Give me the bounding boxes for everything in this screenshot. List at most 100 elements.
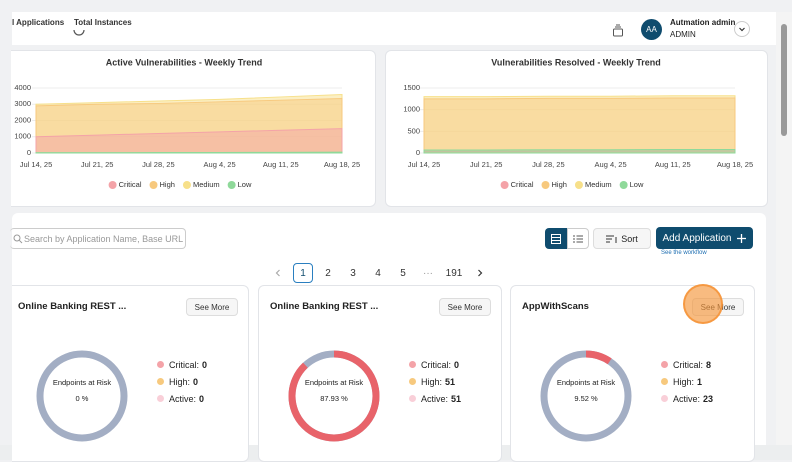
stat-value: 0 — [202, 360, 207, 370]
legend: Critical High Medium Low — [501, 180, 644, 189]
stat-label: Active: — [421, 394, 448, 404]
add-label: Add Application — [663, 233, 732, 244]
sort-label: Sort — [621, 234, 638, 244]
tray-icon[interactable] — [612, 24, 624, 38]
legend-label[interactable]: Critical — [511, 180, 534, 189]
chart-title: Active Vulnerabilities - Weekly Trend — [106, 57, 263, 67]
workflow-link[interactable]: See the workflow — [661, 250, 707, 256]
x-tick-label: Jul 14, 25 — [408, 160, 441, 169]
page-button[interactable]: 191 — [444, 263, 464, 283]
card-title: Online Banking REST ... — [270, 301, 378, 312]
stat-label: Critical: — [169, 360, 199, 370]
legend-label[interactable]: Critical — [119, 180, 142, 189]
stat-dot — [157, 395, 164, 402]
stat-label: High: — [673, 377, 694, 387]
list-view-button[interactable] — [567, 228, 589, 249]
y-tick-label: 4000 — [14, 83, 31, 92]
tab[interactable]: Total Instances — [74, 18, 132, 27]
area — [424, 150, 735, 153]
legend-swatch — [150, 181, 158, 189]
header: l Applications Total Instances AA Autmat… — [12, 12, 776, 45]
legend-swatch — [575, 181, 583, 189]
legend-swatch — [109, 181, 117, 189]
add-application-button[interactable]: Add Application — [656, 227, 753, 249]
stat-value: 8 — [706, 360, 711, 370]
page-button[interactable]: 4 — [368, 263, 388, 283]
donut: Endpoints at Risk87.93 % — [284, 346, 384, 446]
page-button[interactable]: 3 — [343, 263, 363, 283]
legend-label[interactable]: Low — [630, 180, 644, 189]
user-role: ADMIN — [670, 30, 696, 39]
sort-icon — [606, 234, 618, 244]
stat-label: Active: — [673, 394, 700, 404]
avatar[interactable]: AA — [641, 19, 662, 40]
see-more-button[interactable]: See More — [439, 298, 491, 316]
y-tick-label: 1000 — [403, 105, 420, 114]
legend-label[interactable]: Low — [238, 180, 252, 189]
legend-label[interactable]: High — [552, 180, 567, 189]
legend-swatch — [228, 181, 236, 189]
y-tick-label: 0 — [27, 148, 31, 157]
prev-page[interactable] — [273, 268, 283, 278]
x-tick-label: Jul 21, 25 — [81, 160, 114, 169]
legend: Critical High Medium Low — [109, 180, 252, 189]
plus-icon — [737, 234, 746, 243]
grid-view-button[interactable] — [545, 228, 567, 249]
grid-icon — [551, 234, 561, 244]
stat-label: Critical: — [673, 360, 703, 370]
app-card[interactable]: Online Banking REST ... See More Endpoints… — [258, 285, 502, 462]
search-box[interactable]: Search by Application Name, Base URL — [10, 228, 186, 249]
stat-label: Active: — [169, 394, 196, 404]
x-tick-label: Jul 14, 25 — [20, 160, 53, 169]
stat-value: 23 — [703, 394, 713, 404]
page-button[interactable]: 1 — [293, 263, 313, 283]
stat-dot — [661, 395, 668, 402]
next-page[interactable] — [475, 268, 485, 278]
stat-value: 1 — [697, 377, 702, 387]
page-button[interactable]: 2 — [318, 263, 338, 283]
tab[interactable]: l Applications — [12, 18, 64, 27]
legend-label[interactable]: Medium — [193, 180, 220, 189]
chart: Vulnerabilities Resolved - Weekly Trend0… — [386, 51, 767, 206]
search-placeholder: Search by Application Name, Base URL — [24, 234, 183, 244]
card-title: Online Banking REST ... — [18, 301, 126, 312]
page-button[interactable]: 5 — [393, 263, 413, 283]
user-menu[interactable] — [734, 21, 750, 37]
y-tick-label: 1500 — [403, 83, 420, 92]
stat-value: 0 — [193, 377, 198, 387]
x-tick-label: Jul 28, 25 — [142, 160, 175, 169]
donut: Endpoints at Risk9.52 % — [536, 346, 636, 446]
legend-label[interactable]: Medium — [585, 180, 612, 189]
legend-swatch — [501, 181, 509, 189]
x-tick-label: Aug 18, 25 — [324, 160, 360, 169]
stat-dot — [409, 361, 416, 368]
scrollbar[interactable] — [776, 12, 792, 445]
chart: Active Vulnerabilities - Weekly Trend010… — [11, 51, 375, 206]
x-tick-label: Aug 4, 25 — [595, 160, 627, 169]
stat-dot — [409, 378, 416, 385]
stat-dot — [157, 378, 164, 385]
donut-percent: 9.52 % — [574, 394, 598, 403]
stat-dot — [661, 378, 668, 385]
stat-label: Critical: — [421, 360, 451, 370]
sort-button[interactable]: Sort — [593, 228, 651, 249]
app-card[interactable]: Online Banking REST ... See More Endpoints… — [12, 285, 249, 462]
page-button[interactable]: ··· — [418, 263, 438, 283]
donut: Endpoints at Risk0 % — [32, 346, 132, 446]
donut-percent: 87.93 % — [320, 394, 348, 403]
card-title: AppWithScans — [522, 301, 589, 312]
stat-dot — [409, 395, 416, 402]
area — [424, 98, 735, 153]
y-tick-label: 2000 — [14, 115, 31, 124]
x-tick-label: Aug 11, 25 — [655, 160, 691, 169]
stat-value: 0 — [454, 360, 459, 370]
loading-icon — [72, 27, 86, 39]
scroll-thumb[interactable] — [781, 24, 787, 136]
user-name: Autmation admin — [670, 18, 735, 27]
x-tick-label: Jul 21, 25 — [470, 160, 503, 169]
click-highlight — [683, 284, 723, 324]
see-more-button[interactable]: See More — [186, 298, 238, 316]
legend-label[interactable]: High — [160, 180, 175, 189]
chart-panel: Active Vulnerabilities - Weekly Trend010… — [11, 50, 376, 207]
chart-title: Vulnerabilities Resolved - Weekly Trend — [491, 57, 661, 67]
